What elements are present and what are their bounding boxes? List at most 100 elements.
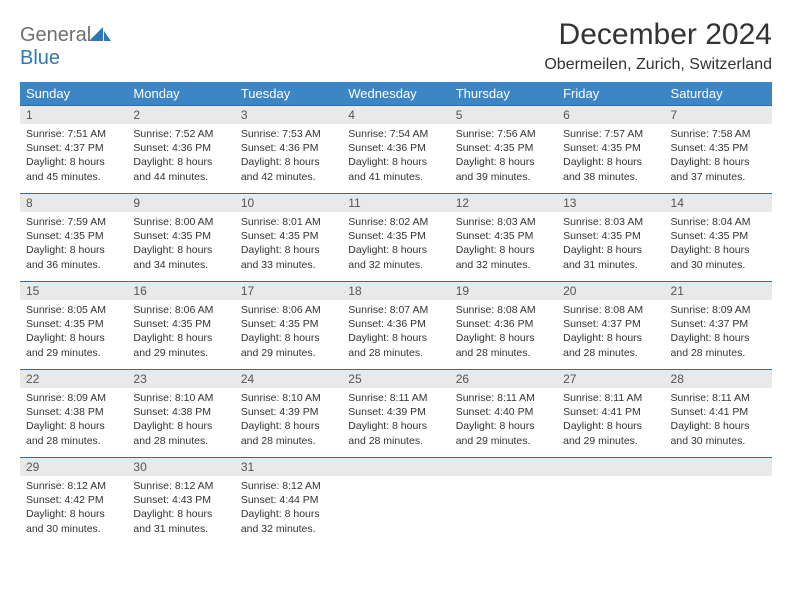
day-number: 2 <box>127 106 234 124</box>
daylight-text-2: and 29 minutes. <box>456 434 551 448</box>
calendar-day-cell: 2Sunrise: 7:52 AMSunset: 4:36 PMDaylight… <box>127 106 234 194</box>
daylight-text-1: Daylight: 8 hours <box>563 243 658 257</box>
sunset-text: Sunset: 4:39 PM <box>241 405 336 419</box>
daylight-text-1: Daylight: 8 hours <box>348 419 443 433</box>
day-number: 9 <box>127 194 234 212</box>
daylight-text-1: Daylight: 8 hours <box>241 155 336 169</box>
weekday-header: Wednesday <box>342 82 449 106</box>
daylight-text-1: Daylight: 8 hours <box>563 155 658 169</box>
sunset-text: Sunset: 4:35 PM <box>456 229 551 243</box>
daylight-text-1: Daylight: 8 hours <box>563 419 658 433</box>
sunrise-text: Sunrise: 8:11 AM <box>563 391 658 405</box>
calendar-day-cell: 21Sunrise: 8:09 AMSunset: 4:37 PMDayligh… <box>665 282 772 370</box>
daylight-text-2: and 29 minutes. <box>133 346 228 360</box>
sunset-text: Sunset: 4:36 PM <box>348 317 443 331</box>
day-number: 15 <box>20 282 127 300</box>
calendar-day-cell <box>342 458 449 546</box>
day-number: 22 <box>20 370 127 388</box>
sunrise-text: Sunrise: 8:11 AM <box>348 391 443 405</box>
day-number: 31 <box>235 458 342 476</box>
day-number: 12 <box>450 194 557 212</box>
daylight-text-1: Daylight: 8 hours <box>348 331 443 345</box>
brand-text: GeneralBlue <box>20 24 111 70</box>
daylight-text-1: Daylight: 8 hours <box>133 507 228 521</box>
sunrise-text: Sunrise: 8:09 AM <box>671 303 766 317</box>
calendar-day-cell: 8Sunrise: 7:59 AMSunset: 4:35 PMDaylight… <box>20 194 127 282</box>
calendar-day-cell: 14Sunrise: 8:04 AMSunset: 4:35 PMDayligh… <box>665 194 772 282</box>
day-number <box>665 458 772 476</box>
calendar-day-cell: 3Sunrise: 7:53 AMSunset: 4:36 PMDaylight… <box>235 106 342 194</box>
daylight-text-2: and 30 minutes. <box>671 434 766 448</box>
sunset-text: Sunset: 4:36 PM <box>348 141 443 155</box>
daylight-text-2: and 41 minutes. <box>348 170 443 184</box>
sunrise-text: Sunrise: 8:03 AM <box>563 215 658 229</box>
daylight-text-2: and 31 minutes. <box>133 522 228 536</box>
day-details: Sunrise: 8:09 AMSunset: 4:37 PMDaylight:… <box>665 300 772 366</box>
weekday-header: Sunday <box>20 82 127 106</box>
title-block: December 2024 Obermeilen, Zurich, Switze… <box>544 18 772 74</box>
day-number: 3 <box>235 106 342 124</box>
sunrise-text: Sunrise: 7:52 AM <box>133 127 228 141</box>
sunrise-text: Sunrise: 8:12 AM <box>241 479 336 493</box>
daylight-text-1: Daylight: 8 hours <box>456 155 551 169</box>
calendar-week-row: 15 Sunrise: 8:05 AM Sunset: 4:35 PM Dayligh… <box>20 282 772 370</box>
daylight-text-1: Daylight: 8 hours <box>133 419 228 433</box>
sunrise-text: Sunrise: 8:10 AM <box>133 391 228 405</box>
day-details: Sunrise: 8:09 AMSunset: 4:38 PMDaylight:… <box>20 388 127 454</box>
day-details: Sunrise: 7:54 AMSunset: 4:36 PMDaylight:… <box>342 124 449 190</box>
sunrise-text: Sunrise: 8:01 AM <box>241 215 336 229</box>
sunrise-text: Sunrise: 8:00 AM <box>133 215 228 229</box>
sunset-text: Sunset: 4:35 PM <box>241 317 336 331</box>
day-details: Sunrise: 8:00 AMSunset: 4:35 PMDaylight:… <box>127 212 234 278</box>
day-details: Sunrise: 8:11 AMSunset: 4:41 PMDaylight:… <box>665 388 772 454</box>
sunrise-text: Sunrise: 8:08 AM <box>456 303 551 317</box>
calendar-body: 1Sunrise: 7:51 AMSunset: 4:37 PMDaylight… <box>20 106 772 546</box>
sunrise-text: Sunrise: 8:05 AM <box>26 303 121 317</box>
sunset-text: Sunset: 4:42 PM <box>26 493 121 507</box>
day-number: 8 <box>20 194 127 212</box>
daylight-text-2: and 42 minutes. <box>241 170 336 184</box>
day-number: 20 <box>557 282 664 300</box>
day-details: Sunrise: 8:11 AMSunset: 4:40 PMDaylight:… <box>450 388 557 454</box>
day-number <box>342 458 449 476</box>
day-details: Sunrise: 7:51 AMSunset: 4:37 PMDaylight:… <box>20 124 127 190</box>
calendar-table: Sunday Monday Tuesday Wednesday Thursday… <box>20 82 772 546</box>
sunrise-text: Sunrise: 7:57 AM <box>563 127 658 141</box>
day-number: 11 <box>342 194 449 212</box>
daylight-text-1: Daylight: 8 hours <box>348 155 443 169</box>
calendar-day-cell: 13Sunrise: 8:03 AMSunset: 4:35 PMDayligh… <box>557 194 664 282</box>
calendar-day-cell: 28Sunrise: 8:11 AMSunset: 4:41 PMDayligh… <box>665 370 772 458</box>
day-details: Sunrise: 7:58 AMSunset: 4:35 PMDaylight:… <box>665 124 772 190</box>
day-number <box>450 458 557 476</box>
sunset-text: Sunset: 4:35 PM <box>348 229 443 243</box>
daylight-text-2: and 44 minutes. <box>133 170 228 184</box>
day-number: 28 <box>665 370 772 388</box>
calendar-day-cell: 30Sunrise: 8:12 AMSunset: 4:43 PMDayligh… <box>127 458 234 546</box>
daylight-text-1: Daylight: 8 hours <box>671 419 766 433</box>
daylight-text-2: and 33 minutes. <box>241 258 336 272</box>
daylight-text-2: and 32 minutes. <box>348 258 443 272</box>
day-details: Sunrise: 8:04 AMSunset: 4:35 PMDaylight:… <box>665 212 772 278</box>
sunrise-text: Sunrise: 8:07 AM <box>348 303 443 317</box>
sunset-text: Sunset: 4:43 PM <box>133 493 228 507</box>
day-number: 29 <box>20 458 127 476</box>
brand-part1: General <box>20 24 91 46</box>
calendar-day-cell: 16Sunrise: 8:06 AMSunset: 4:35 PMDayligh… <box>127 282 234 370</box>
sunrise-text: Sunrise: 7:54 AM <box>348 127 443 141</box>
day-number: 25 <box>342 370 449 388</box>
daylight-text-2: and 29 minutes. <box>241 346 336 360</box>
day-details: Sunrise: 8:02 AMSunset: 4:35 PMDaylight:… <box>342 212 449 278</box>
weekday-header: Thursday <box>450 82 557 106</box>
sunset-text: Sunset: 4:38 PM <box>133 405 228 419</box>
day-details: Sunrise: 8:12 AMSunset: 4:44 PMDaylight:… <box>235 476 342 542</box>
logo-sail-icon <box>89 24 111 47</box>
sunset-text: Sunset: 4:41 PM <box>563 405 658 419</box>
calendar-day-cell: 6Sunrise: 7:57 AMSunset: 4:35 PMDaylight… <box>557 106 664 194</box>
day-number: 24 <box>235 370 342 388</box>
day-details: Sunrise: 7:57 AMSunset: 4:35 PMDaylight:… <box>557 124 664 190</box>
day-details: Sunrise: 8:03 AMSunset: 4:35 PMDaylight:… <box>557 212 664 278</box>
sunset-text: Sunset: 4:38 PM <box>26 405 121 419</box>
day-details: Sunrise: 8:01 AMSunset: 4:35 PMDaylight:… <box>235 212 342 278</box>
daylight-text-1: Daylight: 8 hours <box>671 331 766 345</box>
daylight-text-2: and 29 minutes. <box>563 434 658 448</box>
